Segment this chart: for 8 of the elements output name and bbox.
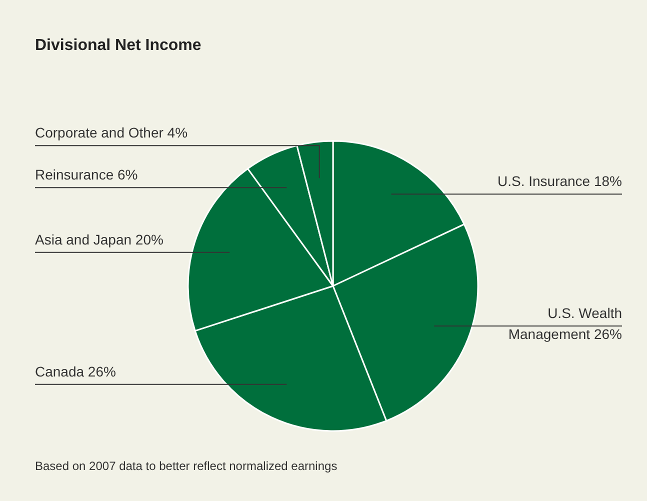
slice-label: U.S. Wealth Management 26% bbox=[508, 305, 622, 342]
slice-label: U.S. Insurance 18% bbox=[497, 173, 622, 190]
slice-label: Canada 26% bbox=[35, 363, 116, 380]
slice-label: Reinsurance 6% bbox=[35, 166, 138, 183]
chart-title: Divisional Net Income bbox=[35, 37, 202, 54]
text: Based on 2007 data to better reflect normalized earnings bbox=[35, 459, 338, 473]
slice-label: Asia and Japan 20% bbox=[35, 231, 164, 248]
slice-label: Corporate and Other 4% bbox=[35, 124, 188, 141]
